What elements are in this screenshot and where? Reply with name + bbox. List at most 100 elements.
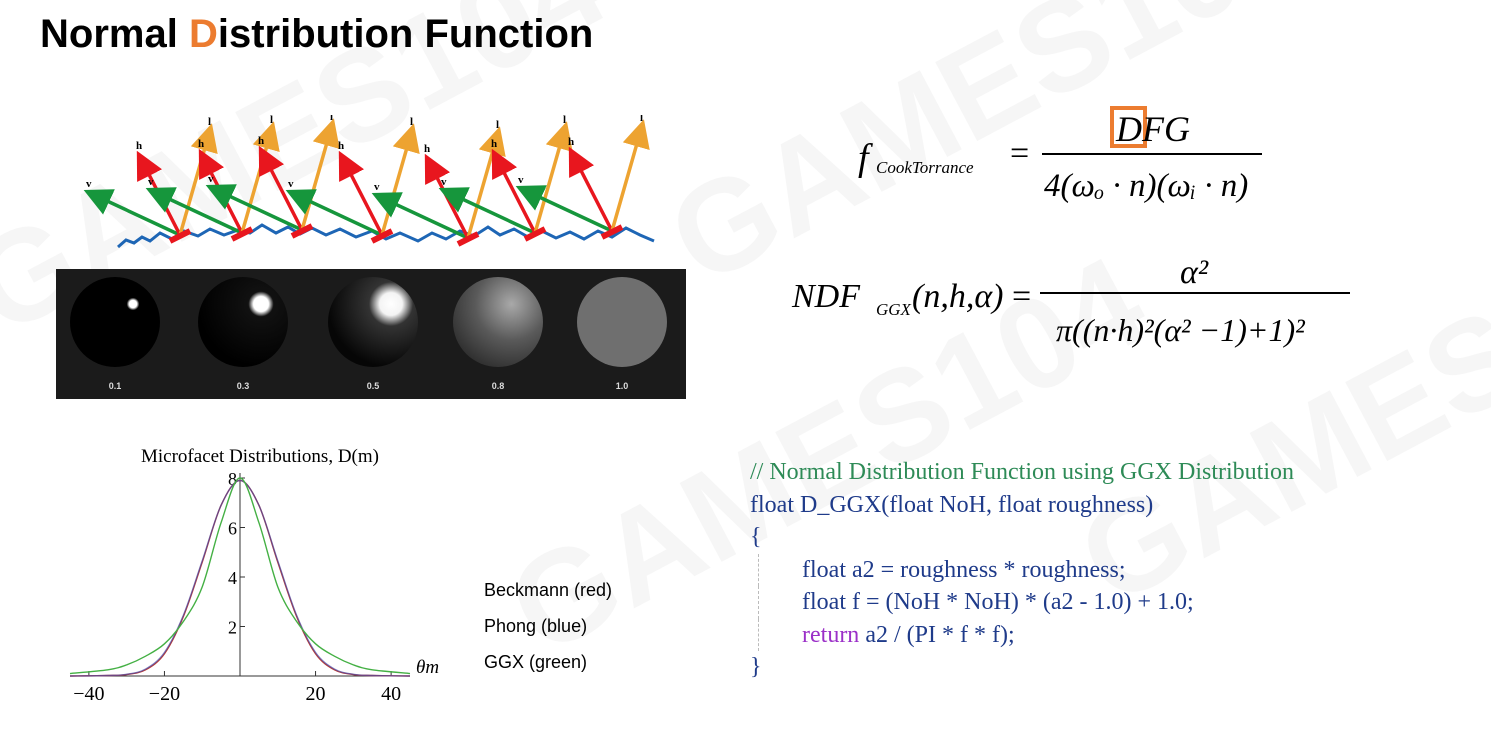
light-direction-arrow [610, 119, 650, 232]
half-vector-arrow [338, 150, 384, 236]
view-direction-arrow [145, 187, 243, 235]
y-tick-label: 6 [228, 519, 237, 539]
microfacet-segment [456, 231, 480, 247]
code-comment: // Normal Distribution Function using GG… [750, 459, 1294, 485]
formula-f-symbol: f [858, 137, 873, 179]
x-tick-label: 20 [306, 683, 326, 705]
l-label: l [640, 115, 643, 124]
v-label: v [374, 181, 380, 193]
sphere-roughness-0.5 [328, 277, 418, 367]
equals-sign: = [1010, 135, 1029, 172]
ndf-args: (n,h,α) [912, 278, 1004, 315]
v-label: v [518, 174, 524, 186]
code-return-expr: a2 / (PI * f * f); [859, 621, 1015, 648]
h-label: h [424, 143, 430, 155]
legend-beckmann: Beckmann (red) [484, 580, 613, 600]
title-accent-letter: D [188, 12, 218, 56]
sphere-label: 1.0 [616, 381, 629, 391]
chart-title: Microfacet Distributions, D(m) [141, 446, 379, 467]
microfacet-segment [600, 224, 624, 240]
h-label: h [568, 136, 574, 148]
h-label: h [136, 140, 142, 152]
half-vector-arrow [568, 146, 614, 232]
ndf-ggx-formula: NDF GGX (n,h,α) = α² π((n·h)²(α² −1)+1)² [791, 254, 1350, 348]
half-vector-arrow [258, 145, 304, 231]
h-label: h [198, 138, 204, 150]
sphere-roughness-1.0 [577, 277, 667, 367]
x-tick-label: −20 [149, 683, 180, 705]
legend-ggx: GGX (green) [484, 652, 588, 672]
numerator-d: D [1115, 109, 1142, 149]
numerator-fg: FG [1141, 109, 1190, 149]
l-label: l [496, 119, 499, 131]
x-tick-label: −40 [73, 683, 104, 705]
sphere-roughness-0.8 [453, 277, 543, 367]
ndf-numerator: α² [1180, 254, 1209, 291]
sphere-label: 0.8 [492, 381, 505, 391]
page-title: Normal Distribution Function [40, 12, 593, 57]
l-label: l [410, 116, 413, 128]
l-label: l [563, 115, 566, 126]
l-label: l [330, 115, 333, 123]
sphere-label: 0.5 [367, 381, 380, 391]
cook-torrance-formula: f CookTorrance = D FG 4(ωₒ · n)(ωᵢ · n) [858, 106, 1262, 204]
code-close-brace: } [750, 654, 762, 680]
view-direction-arrow [371, 192, 469, 240]
h-label: h [491, 138, 497, 150]
l-label: l [208, 116, 211, 128]
x-tick-label: 40 [381, 683, 401, 705]
roughness-sphere-panel: 0.1 0.3 0.5 0.8 1.0 [56, 269, 686, 399]
d-term-highlight-box [1110, 106, 1147, 148]
code-open-brace: { [750, 524, 762, 550]
microfacet-distribution-chart: Microfacet Distributions, D(m) −40 −20 20 4… [69, 446, 439, 705]
y-tick-label: 4 [228, 568, 237, 588]
code-line-1: float a2 = roughness * roughness; [758, 553, 1125, 586]
denominator: 4(ωₒ · n)(ωᵢ · n) [1044, 168, 1248, 204]
microfacet-segment [290, 223, 314, 239]
v-label: v [148, 176, 154, 188]
code-return-keyword: return [802, 621, 860, 648]
series-line-2 [69, 477, 411, 675]
light-direction-arrow [178, 123, 218, 236]
v-label: v [441, 176, 447, 188]
v-label: v [208, 173, 214, 185]
code-block: // Normal Distribution Function using GG… [750, 456, 1294, 684]
ndf-subscript: GGX [876, 300, 912, 319]
title-prefix: Normal [40, 12, 189, 56]
code-line-2: float f = (NoH * NoH) * (a2 - 1.0) + 1.0… [758, 586, 1194, 619]
l-label: l [270, 115, 273, 126]
y-tick-label: 2 [228, 618, 237, 638]
v-label: v [86, 178, 92, 190]
sphere-label: 0.1 [109, 381, 122, 391]
light-direction-arrow [240, 121, 280, 234]
light-direction-arrow [533, 121, 573, 234]
microfacet-segment [230, 226, 254, 242]
code-signature: float D_GGX(float NoH, float roughness) [750, 491, 1154, 518]
formula-f-subscript: CookTorrance [876, 158, 974, 177]
equals-sign: = [1012, 278, 1031, 315]
view-direction-arrow [438, 187, 536, 235]
light-direction-arrow [300, 118, 340, 231]
series-line-1 [69, 479, 411, 677]
h-label: h [338, 140, 344, 152]
microfacet-segment [168, 228, 192, 244]
x-axis-label: θm [416, 657, 439, 678]
code-line-3: return a2 / (PI * f * f); [758, 618, 1015, 651]
title-suffix: istribution Function [217, 12, 594, 56]
v-label: v [288, 178, 294, 190]
view-direction-arrow [515, 185, 613, 233]
light-direction-arrow [380, 123, 420, 236]
y-tick-label: 8 [228, 469, 237, 489]
microfacet-segment [370, 228, 394, 244]
view-direction-arrow [285, 189, 383, 237]
sphere-roughness-0.3 [198, 277, 288, 367]
roughness-spheres-svg: 0.1 0.3 0.5 0.8 1.0 [70, 277, 667, 391]
view-direction-arrow [205, 184, 303, 232]
microfacet-segment [523, 226, 547, 242]
ndf-label: NDF [791, 278, 861, 315]
h-label: h [258, 135, 264, 147]
sphere-roughness-0.1 [70, 277, 160, 367]
legend-phong: Phong (blue) [484, 616, 588, 636]
view-direction-arrow [83, 189, 181, 237]
